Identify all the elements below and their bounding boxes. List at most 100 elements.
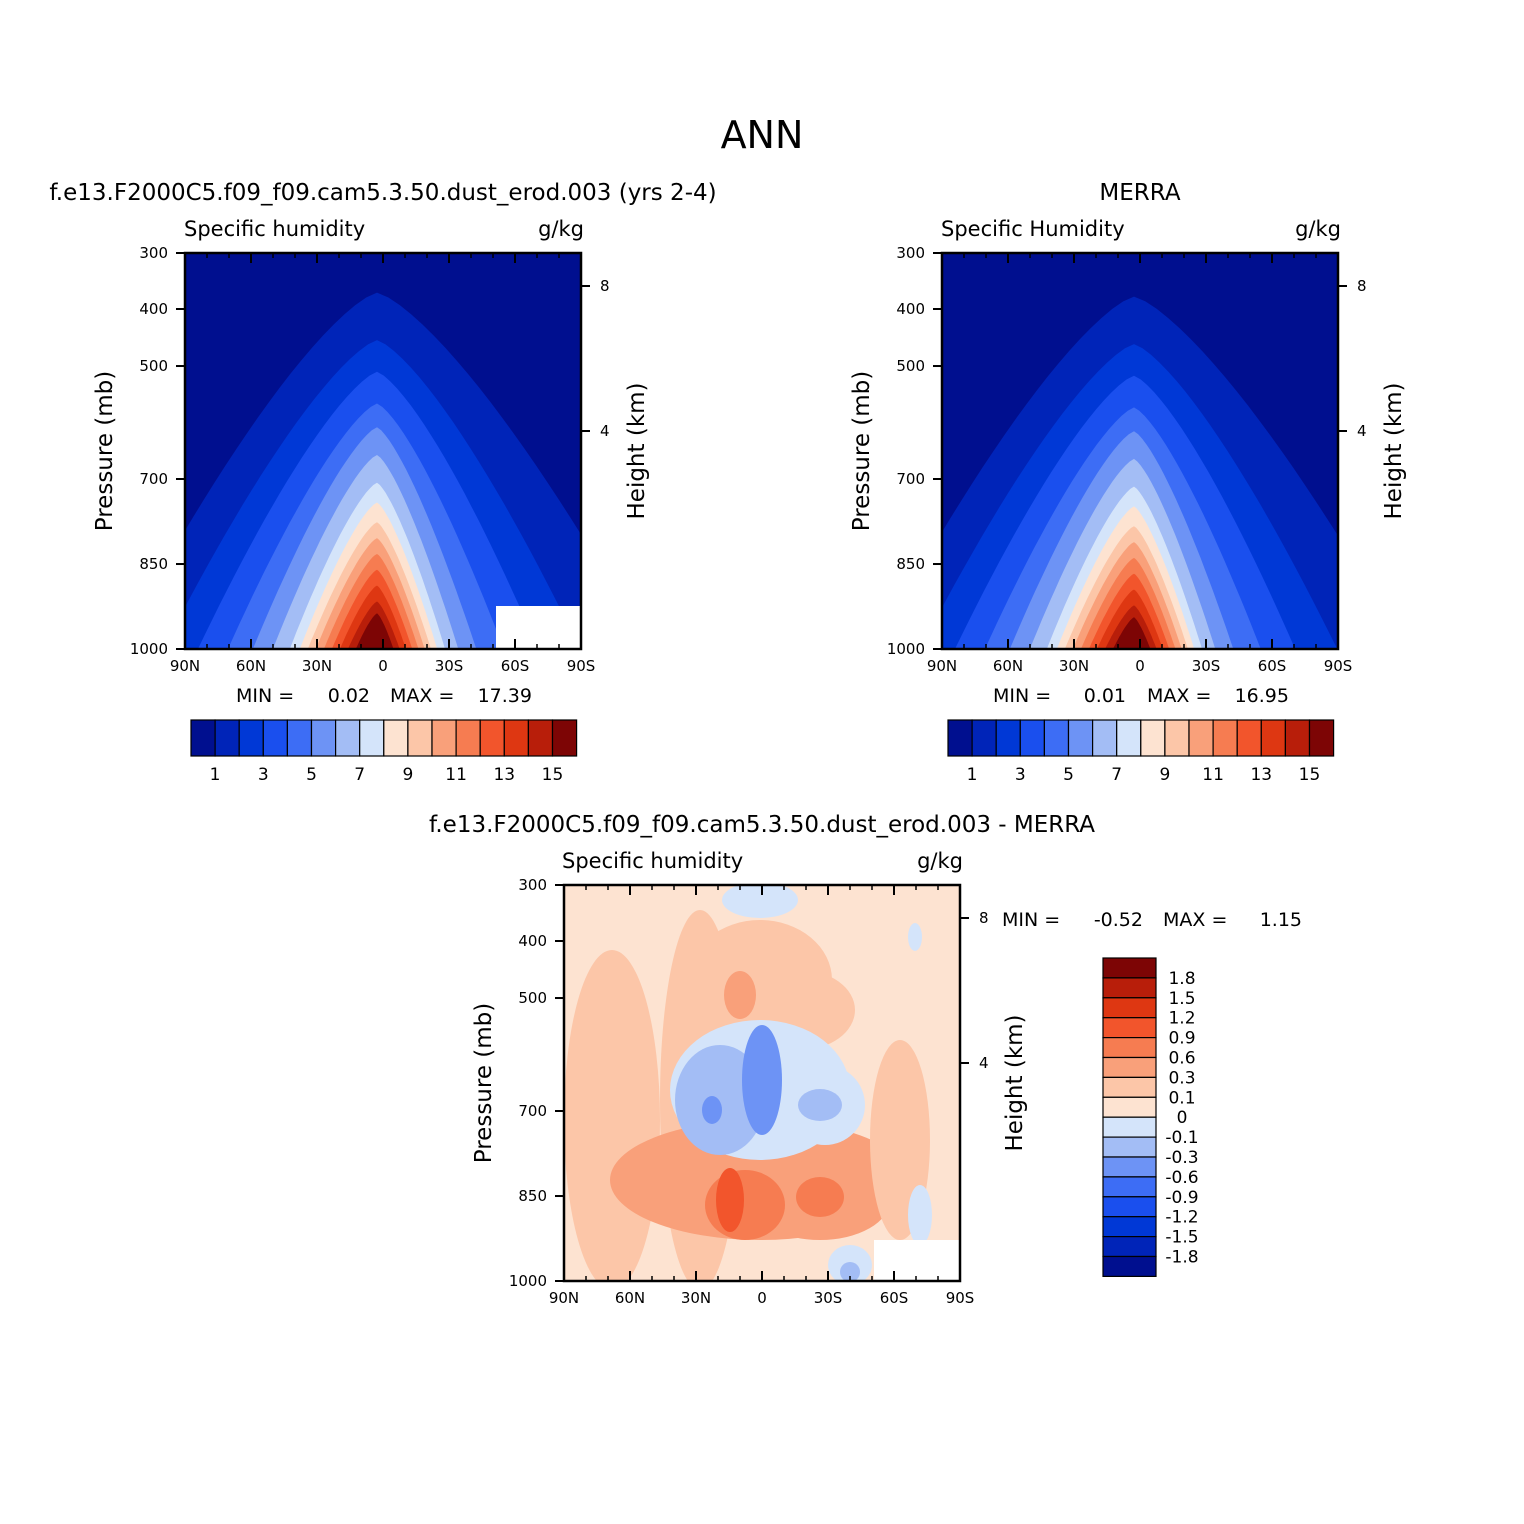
colorbar-box [971,719,997,757]
colorbar-box [1102,997,1157,1019]
colorbar-box [1102,1136,1157,1158]
panel-diff: f.e13.F2000C5.f09_f09.cam5.3.50.dust_ero… [429,812,1302,1307]
colorbar-label: 11 [445,765,467,785]
colorbar-box [407,719,433,757]
contour-band [355,613,394,649]
height-tick-label: 8 [979,909,989,927]
panel-merra-min-label: MIN = [993,685,1051,707]
colorbar-box [1102,977,1157,999]
y-tick-label: 400 [896,300,925,318]
y-tick-label: 1000 [130,640,168,658]
colorbar-label: 1.5 [1168,989,1195,1009]
panel-model-units: g/kg [538,217,584,241]
y-tick-label: 850 [518,1187,547,1205]
colorbar-box [1284,719,1311,757]
colorbar-label: -0.3 [1165,1148,1198,1168]
panel-model: f.e13.F2000C5.f09_f09.cam5.3.50.dust_ero… [49,180,716,785]
colorbar-box [1140,719,1166,757]
colorbar-box [383,719,409,757]
x-tick-label: 0 [378,657,388,675]
colorbar-box [1019,719,1045,757]
x-tick-label: 60N [236,657,266,675]
colorbar-box [527,719,554,757]
colorbar-box [1102,1036,1157,1059]
y-tick-label: 400 [518,932,547,950]
y-tick-label: 300 [139,244,168,262]
panel-diff-max-label: MAX = [1163,909,1227,931]
panel-merra-ylabel: Pressure (mb) [849,371,875,531]
contour-region [742,1025,782,1135]
colorbar-box [1091,719,1118,757]
contour-region [722,885,798,918]
colorbar-box [1260,719,1287,757]
colorbar-label: -0.1 [1165,1128,1198,1148]
x-tick-label: 0 [757,1289,767,1307]
colorbar-box [238,719,264,757]
y-tick-label: 700 [518,1102,547,1120]
colorbar-box [359,719,385,757]
panel-model-max-label: MAX = [390,685,454,707]
colorbar-box [1102,1076,1157,1098]
colorbar-label: 9 [1159,765,1170,785]
x-tick-label: 30N [1059,657,1089,675]
colorbar-label: 11 [1202,765,1224,785]
y-tick-label: 850 [896,555,925,573]
panel-merra-title: MERRA [1099,180,1180,206]
y-tick-label: 300 [896,244,925,262]
height-tick-label: 4 [600,422,610,440]
colorbar-label: -1.8 [1165,1248,1198,1268]
x-tick-label: 60N [993,657,1023,675]
colorbar-label: 0.3 [1168,1068,1195,1088]
colorbar-box [1043,719,1070,757]
colorbar-box [455,719,481,757]
panel-diff-missing-region [874,1240,960,1281]
colorbar-label: 3 [258,765,269,785]
y-tick-label: 700 [896,470,925,488]
colorbar-box [479,719,505,757]
x-tick-label: 60S [1258,657,1287,675]
y-tick-label: 500 [518,989,547,1007]
colorbar-box [310,719,337,757]
colorbar-box [1212,719,1238,757]
panel-merra-min-value: 0.01 [1084,685,1126,707]
panel-diff-variable: Specific humidity [562,849,743,873]
colorbar-box [431,719,457,757]
colorbar-label: 1.8 [1168,969,1195,989]
colorbar-box [1102,1096,1157,1118]
panel-diff-min-value: -0.52 [1094,909,1143,931]
contour-region [716,1168,744,1232]
panel-merra: MERRA Specific Humidity g/kg 90N 60N 30N 0 3… [849,180,1407,785]
colorbar-box [1102,1017,1157,1039]
panel-diff-min-label: MIN = [1002,909,1060,931]
colorbar-box [190,719,216,757]
y-tick-label: 850 [139,555,168,573]
colorbar-box [262,719,288,757]
panel-merra-max-label: MAX = [1147,685,1211,707]
y-tick-label: 400 [139,300,168,318]
y-tick-label: 300 [518,876,547,894]
colorbar-label: 0.9 [1168,1029,1195,1049]
panel-model-min-label: MIN = [236,685,294,707]
panel-diff-plot [564,885,960,1281]
panel-model-plot [185,253,581,649]
colorbar-label: 15 [1299,765,1321,785]
colorbar-box [1067,719,1094,757]
colorbar-label: 15 [542,765,564,785]
panel-diff-max-value: 1.15 [1260,909,1302,931]
x-tick-label: 60N [615,1289,645,1307]
colorbar-box [1102,1176,1157,1198]
panel-merra-ylabel-right: Height (km) [1381,382,1407,519]
colorbar-label: 1.2 [1168,1009,1195,1029]
colorbar-box [1102,1255,1157,1277]
colorbar-box [1102,1216,1157,1238]
figure-title: ANN [721,113,804,157]
x-tick-label: 30N [681,1289,711,1307]
panel-model-missing-region [496,606,581,649]
colorbar-box [1102,1196,1157,1218]
colorbar-label: -1.2 [1165,1208,1198,1228]
colorbar-label: 13 [1250,765,1272,785]
x-tick-label: 0 [1135,657,1145,675]
colorbar-box [1308,719,1335,757]
colorbar-box [286,719,313,757]
panel-merra-max-value: 16.95 [1235,685,1289,707]
